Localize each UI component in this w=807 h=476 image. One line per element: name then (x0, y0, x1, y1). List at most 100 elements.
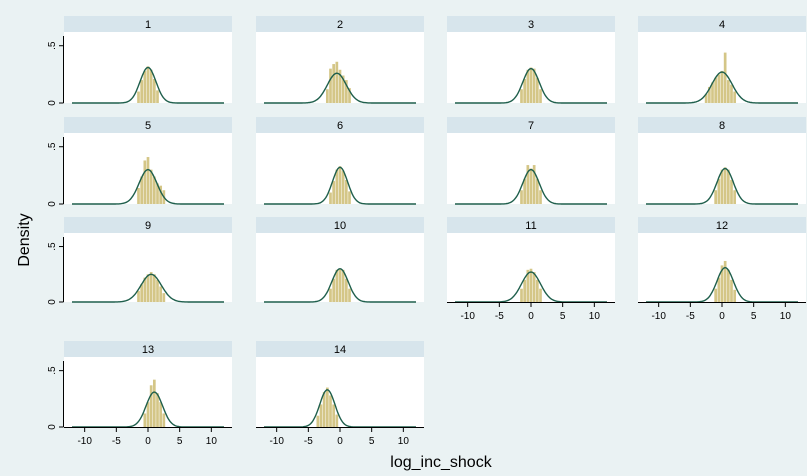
histogram-bar (325, 89, 329, 103)
panel-8: 8 (638, 117, 806, 205)
x-tick-label: 5 (560, 311, 566, 322)
histogram-bar (535, 77, 539, 103)
histogram-bar (338, 69, 342, 103)
histogram-bar (520, 89, 523, 103)
histogram-bar (730, 84, 733, 103)
histogram-bar (730, 179, 733, 204)
histogram-bar (532, 68, 536, 103)
density-curve (264, 72, 416, 104)
histogram-bar (726, 80, 730, 103)
histogram-bar (143, 413, 147, 427)
panel-header (256, 117, 424, 133)
x-axis-title: log_inc_shock (390, 454, 492, 471)
y-axis-title: Density (16, 213, 33, 266)
x-tick-label: 5 (751, 311, 757, 322)
density-curve (72, 66, 224, 104)
histogram-bar (335, 269, 339, 302)
histogram-bar (152, 274, 156, 302)
histogram-bar (322, 392, 326, 427)
x-tick-label: -10 (651, 311, 666, 322)
histogram-bar (159, 402, 163, 427)
panel-header-label: 10 (334, 220, 346, 232)
histogram-bar (319, 404, 323, 427)
panel-header-label: 8 (719, 120, 725, 132)
panel-header (64, 117, 232, 133)
histogram-bar (344, 278, 348, 302)
histogram-bar (146, 402, 150, 427)
histogram-bar (137, 91, 140, 103)
histogram-bar (159, 286, 163, 302)
histogram-bar (726, 169, 730, 204)
panel-header (447, 217, 615, 233)
panel-3: 3 (447, 16, 615, 104)
histogram-bar (332, 181, 336, 204)
histogram-bar (717, 277, 721, 302)
histogram-bar (332, 278, 336, 302)
panel-9: 90.5 (47, 217, 232, 305)
histogram-bar (338, 166, 342, 204)
histogram-bar (723, 52, 727, 103)
histogram-bar (733, 91, 737, 103)
panel-header-label: 5 (145, 120, 151, 132)
density-curve (455, 168, 607, 205)
panel-header (638, 16, 806, 32)
histogram-bar (335, 169, 339, 204)
panel-header (64, 341, 232, 357)
histogram-bar (335, 414, 339, 427)
histogram-bar (707, 86, 711, 103)
histogram-bar (723, 260, 727, 302)
histogram-bar (720, 169, 724, 204)
panel-header-label: 11 (525, 220, 536, 232)
x-tick-label: -5 (112, 436, 121, 447)
panel-header-label: 2 (337, 19, 343, 31)
histogram-bar (529, 67, 533, 103)
y-tick-label: 0 (47, 424, 58, 430)
histogram-bar (335, 61, 339, 103)
panel-header (447, 117, 615, 133)
histogram-bar (143, 70, 147, 103)
histogram-bar (156, 183, 159, 204)
histogram-bar (341, 170, 345, 204)
panel-header (64, 16, 232, 32)
histogram-bar (532, 272, 536, 302)
histogram-bar (526, 165, 530, 204)
histogram-bar (316, 415, 320, 427)
panel-header-label: 4 (719, 19, 725, 31)
panel-10: 10 (256, 217, 424, 303)
y-tick-label: .5 (47, 242, 58, 251)
panel-5: 50.5 (47, 117, 232, 207)
histogram-bar (341, 75, 345, 103)
histogram-bar (733, 289, 737, 302)
panel-header-label: 9 (145, 220, 151, 232)
histogram-bar (332, 404, 336, 427)
y-tick-label: .5 (47, 142, 58, 151)
histogram-bar (152, 78, 156, 103)
histogram-bar (332, 64, 336, 103)
panel-header (256, 16, 424, 32)
histogram-bar (149, 272, 153, 302)
density-curve (264, 166, 416, 205)
histogram-bar (723, 167, 727, 204)
panel-12: 12 -10 -5 0 5 10 (638, 217, 806, 322)
panel-header (64, 217, 232, 233)
histogram-bar (162, 413, 166, 427)
panel-header-label: 12 (716, 220, 728, 232)
panel-header-label: 1 (145, 19, 151, 31)
histogram-bar (149, 169, 153, 204)
x-tick-label: -10 (460, 311, 475, 322)
histogram-bar (348, 88, 351, 103)
histogram-bar (329, 68, 332, 103)
histogram-bar (704, 93, 708, 103)
x-tick-label: 10 (589, 311, 601, 322)
x-tick-label: 10 (206, 436, 218, 447)
panel-11: 11 -10 -5 0 5 10 (447, 217, 615, 322)
y-tick-label: .5 (47, 366, 58, 375)
histogram-bar (720, 70, 724, 103)
histogram-bar (344, 80, 348, 103)
panel-2: 2 (256, 16, 424, 104)
x-tick-label: -10 (269, 436, 284, 447)
histogram-bar (535, 279, 539, 302)
histogram-bar (539, 89, 542, 103)
panel-header (638, 117, 806, 133)
